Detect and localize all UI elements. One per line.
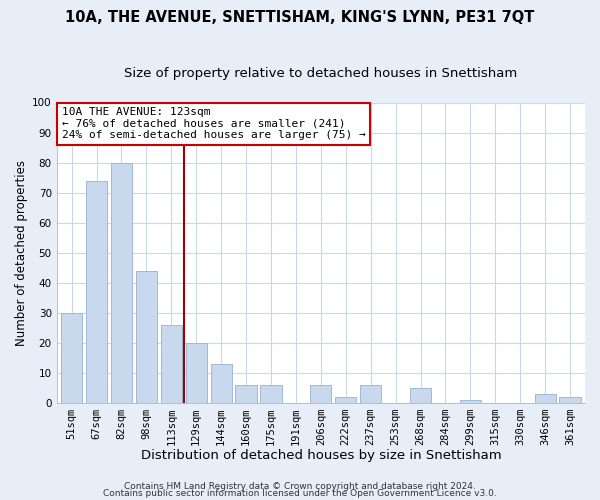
Bar — [211, 364, 232, 403]
Title: Size of property relative to detached houses in Snettisham: Size of property relative to detached ho… — [124, 68, 517, 80]
Bar — [335, 397, 356, 403]
Bar — [535, 394, 556, 403]
Bar — [460, 400, 481, 403]
Bar — [559, 397, 581, 403]
Bar — [86, 180, 107, 403]
Bar — [161, 325, 182, 403]
Bar — [410, 388, 431, 403]
Text: 10A, THE AVENUE, SNETTISHAM, KING'S LYNN, PE31 7QT: 10A, THE AVENUE, SNETTISHAM, KING'S LYNN… — [65, 10, 535, 25]
Bar — [111, 162, 132, 403]
Bar — [61, 313, 82, 403]
Text: Contains public sector information licensed under the Open Government Licence v3: Contains public sector information licen… — [103, 490, 497, 498]
Text: 10A THE AVENUE: 123sqm
← 76% of detached houses are smaller (241)
24% of semi-de: 10A THE AVENUE: 123sqm ← 76% of detached… — [62, 107, 365, 140]
Y-axis label: Number of detached properties: Number of detached properties — [15, 160, 28, 346]
Bar — [260, 385, 281, 403]
Text: Contains HM Land Registry data © Crown copyright and database right 2024.: Contains HM Land Registry data © Crown c… — [124, 482, 476, 491]
Bar — [136, 271, 157, 403]
X-axis label: Distribution of detached houses by size in Snettisham: Distribution of detached houses by size … — [140, 450, 501, 462]
Bar — [360, 385, 381, 403]
Bar — [235, 385, 257, 403]
Bar — [185, 343, 207, 403]
Bar — [310, 385, 331, 403]
